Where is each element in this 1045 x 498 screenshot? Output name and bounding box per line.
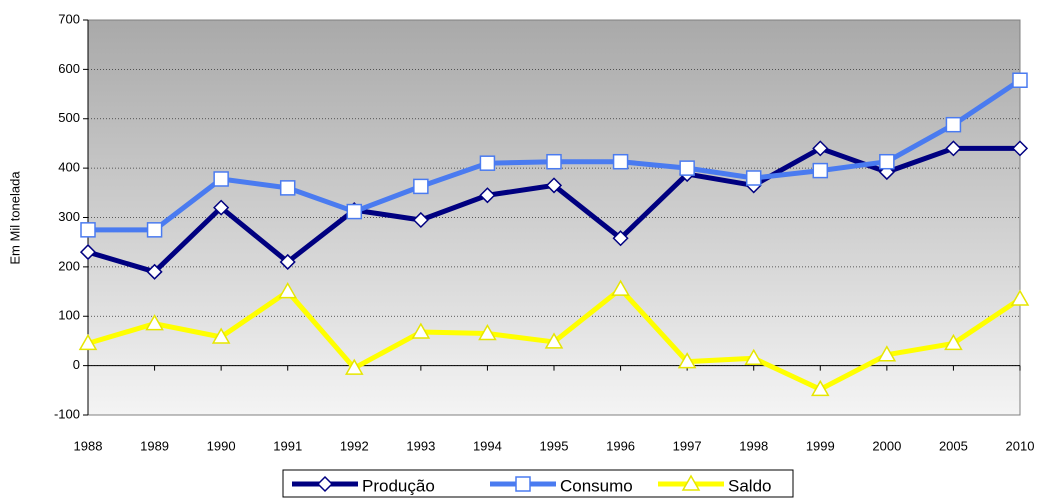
- data-point: [146, 222, 163, 238]
- x-tick-label: 1994: [473, 438, 502, 453]
- y-tick-label: -100: [54, 406, 80, 421]
- legend-marker: [515, 476, 531, 492]
- data-point: [1011, 140, 1029, 157]
- data-point: [412, 211, 429, 229]
- y-tick-label: 700: [58, 11, 80, 26]
- x-tick-label: 1996: [606, 438, 635, 453]
- data-point: [80, 222, 96, 238]
- data-point: [612, 230, 629, 247]
- legend-label: Consumo: [560, 476, 633, 495]
- data-point: [544, 332, 564, 349]
- legend-label: Produção: [362, 476, 435, 495]
- x-tick-label: 1997: [673, 438, 702, 453]
- data-point: [611, 279, 630, 296]
- data-point: [145, 314, 164, 331]
- x-tick-label: 1999: [806, 438, 835, 453]
- data-point: [346, 203, 363, 220]
- y-tick-label: 0: [73, 357, 80, 372]
- data-point: [546, 153, 562, 170]
- data-point: [213, 171, 229, 187]
- data-point: [812, 162, 829, 179]
- data-point: [79, 244, 97, 261]
- x-tick-label: 2010: [1006, 438, 1035, 453]
- data-point: [1010, 289, 1030, 306]
- data-point: [745, 170, 762, 186]
- y-tick-label: 100: [58, 308, 80, 323]
- data-point: [411, 322, 431, 339]
- y-tick-label: 300: [58, 209, 80, 224]
- data-point: [278, 282, 298, 299]
- x-tick-label: 1990: [207, 438, 236, 453]
- x-tick-label: 1992: [340, 438, 369, 453]
- data-point: [279, 253, 296, 270]
- data-point: [877, 345, 897, 362]
- x-tick-label: 1991: [273, 438, 302, 453]
- data-point: [279, 180, 296, 196]
- y-tick-label: 600: [58, 61, 80, 76]
- y-tick-label: 500: [58, 110, 80, 125]
- data-point: [213, 199, 230, 216]
- data-point: [479, 155, 496, 171]
- data-point: [211, 327, 231, 344]
- data-point: [944, 333, 963, 351]
- data-point: [479, 187, 496, 204]
- x-tick-label: 1989: [140, 438, 169, 453]
- y-tick-label: 200: [58, 258, 80, 273]
- data-point: [78, 333, 98, 351]
- data-point: [812, 140, 829, 157]
- x-tick-label: 2005: [939, 438, 968, 453]
- y-tick-label: 400: [58, 160, 80, 175]
- data-point: [612, 153, 629, 170]
- data-point: [744, 348, 764, 365]
- x-tick-label: 1995: [540, 438, 569, 453]
- x-tick-label: 1988: [74, 438, 103, 453]
- legend-label: Saldo: [728, 476, 771, 495]
- x-tick-label: 2000: [872, 438, 901, 453]
- data-point: [945, 116, 962, 133]
- legend-marker: [316, 475, 334, 493]
- data-point: [146, 263, 163, 280]
- data-point: [545, 177, 563, 194]
- x-tick-label: 1998: [739, 438, 768, 453]
- y-axis-label: Em Mil tonelada: [7, 171, 22, 265]
- data-point: [810, 379, 830, 397]
- data-point: [679, 160, 695, 176]
- data-point: [945, 140, 962, 157]
- data-point: [1012, 72, 1028, 88]
- x-tick-label: 1993: [406, 438, 435, 453]
- data-point: [344, 358, 364, 375]
- legend-marker: [681, 474, 701, 491]
- data-point: [879, 153, 895, 170]
- data-point: [677, 352, 697, 369]
- data-point: [413, 178, 429, 195]
- data-point: [478, 324, 497, 341]
